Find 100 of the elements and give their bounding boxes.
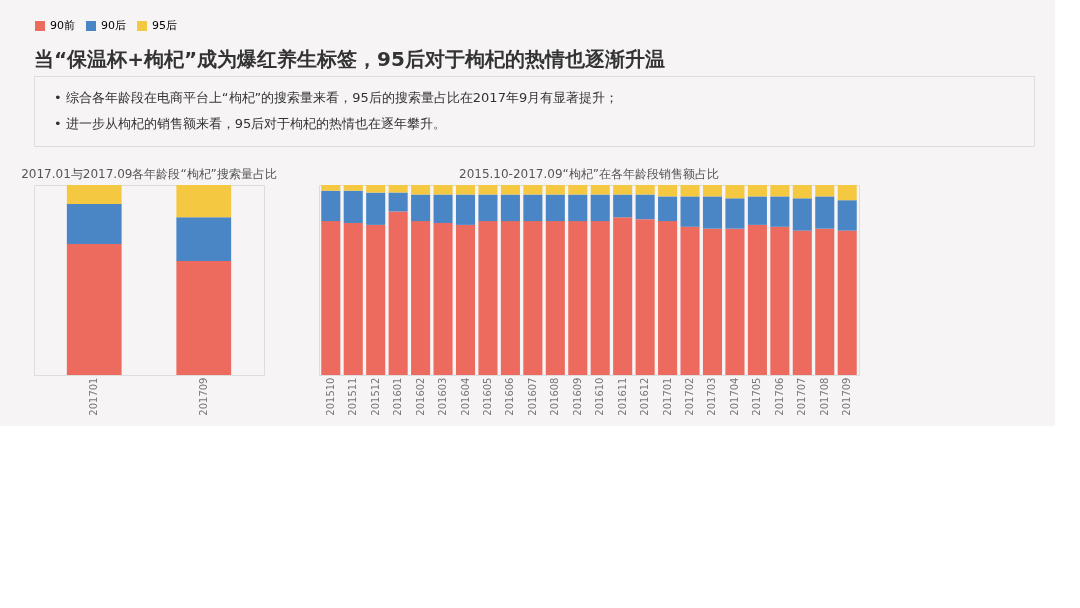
bar xyxy=(702,228,723,375)
bar xyxy=(455,185,476,195)
bar xyxy=(388,192,408,212)
x-tick-label: 201511 xyxy=(347,377,359,416)
bar xyxy=(455,224,476,375)
bar xyxy=(658,185,678,197)
x-tick-label: 201609 xyxy=(571,377,583,416)
bar xyxy=(66,185,122,204)
bar xyxy=(770,226,790,375)
bar xyxy=(176,217,232,261)
bar xyxy=(658,196,678,222)
bar xyxy=(500,194,520,222)
x-tick-label: 201612 xyxy=(639,377,651,416)
x-tick-label: 201603 xyxy=(437,377,449,416)
x-tick-label: 201708 xyxy=(818,377,830,416)
bar xyxy=(366,224,386,375)
x-tick-label: 201701 xyxy=(88,377,100,416)
legend-label: 95后 xyxy=(152,19,177,32)
bar xyxy=(725,198,745,229)
x-tick-label: 201512 xyxy=(369,377,381,416)
x-tick-label: 201705 xyxy=(751,377,763,416)
bar xyxy=(411,194,431,222)
bar xyxy=(545,221,565,375)
bar xyxy=(770,185,790,197)
x-tick-label: 201610 xyxy=(594,377,606,416)
x-tick-label: 201605 xyxy=(481,377,493,416)
bar xyxy=(388,211,408,375)
bar xyxy=(747,196,767,225)
bar xyxy=(635,185,655,195)
bar xyxy=(635,219,655,375)
bar xyxy=(478,185,498,195)
bar xyxy=(815,228,835,375)
bar xyxy=(792,198,812,231)
legend-label: 90前 xyxy=(50,19,75,32)
bar xyxy=(568,221,588,375)
bar xyxy=(590,185,610,195)
bar xyxy=(770,196,790,227)
bar xyxy=(433,223,453,375)
bar xyxy=(523,185,543,195)
bar xyxy=(635,194,655,220)
x-tick-label: 201606 xyxy=(504,377,516,416)
bar xyxy=(433,185,453,195)
bar xyxy=(411,221,431,375)
bar xyxy=(523,221,543,375)
bar xyxy=(545,185,565,195)
bar xyxy=(815,185,835,197)
chart-title: 2017.01与2017.09各年龄段“枸杞”搜索量占比 xyxy=(21,167,277,181)
bar xyxy=(680,185,700,197)
bar xyxy=(590,221,610,375)
x-tick-label: 201510 xyxy=(324,377,336,416)
x-tick-label: 201701 xyxy=(661,377,673,416)
bar xyxy=(613,194,633,218)
x-tick-label: 201601 xyxy=(392,377,404,416)
text: • 综合各年龄段在电商平台上“枸杞”的搜索量来看，95后的搜索量占比在2017年9月有显著提升； xyxy=(54,89,619,105)
bar xyxy=(500,221,520,375)
bar xyxy=(725,185,745,199)
bar xyxy=(176,185,232,218)
x-tick-label: 201709 xyxy=(841,377,853,416)
x-tick-label: 201706 xyxy=(773,377,785,416)
bar xyxy=(321,185,341,191)
bar xyxy=(321,221,341,375)
chart-title: 2015.10-2017.09“枸杞”在各年龄段销售额占比 xyxy=(458,167,720,181)
bar xyxy=(478,221,498,375)
bar xyxy=(792,185,812,199)
bar xyxy=(366,185,386,193)
bar xyxy=(500,185,520,195)
bar xyxy=(366,192,386,225)
x-tick-label: 201704 xyxy=(728,377,740,416)
bar xyxy=(411,185,431,195)
bar xyxy=(815,196,835,229)
bar xyxy=(176,261,232,375)
bar xyxy=(343,190,363,223)
bar xyxy=(545,194,565,222)
text: • 进一步从枸杞的销售额来看，95后对于枸杞的热情也在逐年攀升。 xyxy=(54,116,447,132)
bar xyxy=(478,194,498,222)
legend-label: 90后 xyxy=(101,19,126,32)
bar xyxy=(66,204,122,244)
bar xyxy=(725,228,745,375)
bar xyxy=(658,221,678,375)
x-tick-label: 201602 xyxy=(414,377,426,416)
bar xyxy=(747,185,767,197)
bar xyxy=(613,185,633,195)
bar xyxy=(321,190,341,222)
x-tick-label: 201702 xyxy=(684,377,696,416)
bar xyxy=(702,185,723,197)
bar xyxy=(433,194,453,223)
x-tick-label: 201607 xyxy=(526,377,538,416)
bar xyxy=(837,230,857,375)
bar xyxy=(680,226,700,375)
bar xyxy=(343,223,363,375)
bar xyxy=(747,224,767,375)
bar xyxy=(613,217,633,375)
bar xyxy=(702,196,723,229)
x-tick-label: 201608 xyxy=(549,377,561,416)
bar xyxy=(792,230,812,375)
text: 当“保温杯+枸杞”成为爆红养生标签，95后对于枸杞的热情也逐渐升温 xyxy=(34,47,665,71)
bar xyxy=(568,185,588,195)
bar xyxy=(388,185,408,193)
x-tick-label: 201611 xyxy=(616,377,628,416)
bar xyxy=(66,243,122,375)
